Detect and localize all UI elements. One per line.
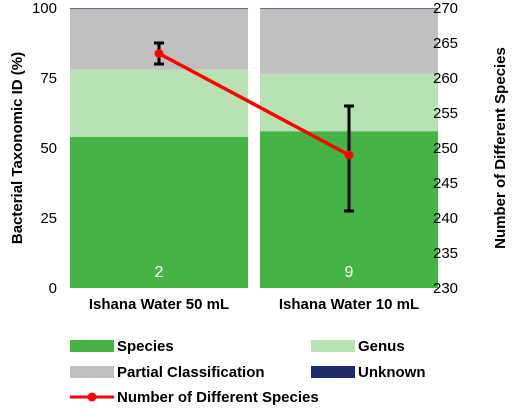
y-tick-50: 50 xyxy=(40,140,57,157)
y2-tick-270: 270 xyxy=(433,0,458,17)
bar-species-1 xyxy=(70,136,248,288)
bar-annotation-2: 9 xyxy=(345,264,354,281)
legend-label-2: Genus xyxy=(358,338,405,355)
y2-tick-240: 240 xyxy=(433,210,458,227)
y-tick-0: 0 xyxy=(49,280,57,297)
legend-label-line: Number of Different Species xyxy=(117,389,319,406)
y-axis-title: Bacterial Taxonomic ID (%) xyxy=(9,52,26,244)
y2-tick-235: 235 xyxy=(433,245,458,262)
bar-unknown-1 xyxy=(70,8,248,9)
legend: Species Genus Partial Classification Unknow… xyxy=(70,338,426,406)
category-label-1: Ishana Water 50 mL xyxy=(89,296,229,313)
y2-tick-230: 230 xyxy=(433,280,458,297)
right-axis-ticks: 230 235 240 245 250 255 260 265 270 xyxy=(433,0,458,297)
legend-swatch-2 xyxy=(311,340,355,352)
bar-annotation-1: 2 xyxy=(155,264,164,281)
bar-unknown-2 xyxy=(260,8,438,9)
legend-line-marker xyxy=(87,392,97,402)
species-count-point-1 xyxy=(154,49,164,58)
legend-swatch-1 xyxy=(70,340,114,352)
legend-swatch-3 xyxy=(70,366,114,378)
y2-tick-255: 255 xyxy=(433,105,458,122)
legend-label-4: Unknown xyxy=(358,364,426,381)
y2-tick-260: 260 xyxy=(433,70,458,87)
bars-group xyxy=(70,8,438,288)
bar-genus-1 xyxy=(70,69,248,137)
legend-swatch-4 xyxy=(311,366,355,378)
bar-partial-classification-2 xyxy=(260,8,438,74)
y-tick-75: 75 xyxy=(40,70,57,87)
y2-tick-265: 265 xyxy=(433,35,458,52)
species-count-line-path xyxy=(158,51,350,157)
y2-axis-title: Number of Different Species xyxy=(492,47,509,249)
left-axis-ticks: 0 25 50 75 100 xyxy=(32,0,57,297)
legend-label-3: Partial Classification xyxy=(117,364,265,381)
species-count-point-2 xyxy=(344,150,354,160)
legend-label-1: Species xyxy=(117,338,174,355)
species-count-line xyxy=(154,41,354,213)
y-tick-100: 100 xyxy=(32,0,57,17)
category-labels: Ishana Water 50 mL Ishana Water 10 mL xyxy=(89,296,419,313)
y2-tick-250: 250 xyxy=(433,140,458,157)
y2-tick-245: 245 xyxy=(433,175,458,192)
y-tick-25: 25 xyxy=(40,210,57,227)
category-label-2: Ishana Water 10 mL xyxy=(279,296,419,313)
